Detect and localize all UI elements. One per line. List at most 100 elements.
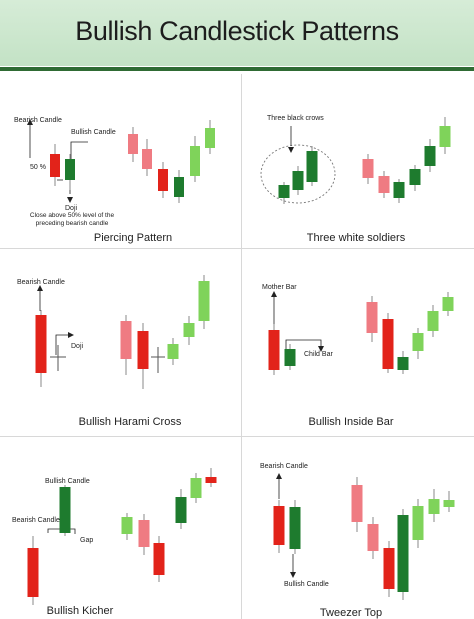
candlestick	[121, 513, 133, 540]
piercing-pattern-caption: Piercing Pattern	[93, 232, 173, 244]
candlestick	[397, 509, 409, 600]
candle-body	[205, 128, 215, 148]
candle-body	[362, 159, 374, 178]
arrow-up-icon	[37, 285, 43, 291]
candlestick	[142, 139, 152, 176]
candle-body	[378, 176, 390, 193]
candle-body	[409, 169, 421, 185]
candlestick	[289, 500, 301, 554]
bullish-candle-label: Bullish Candle	[284, 581, 329, 588]
arrow-down-icon	[290, 572, 296, 578]
bearish-candle-label: Bearish Candle	[17, 279, 65, 286]
candlestick	[383, 541, 395, 597]
candle-body	[289, 507, 301, 549]
bullish-candle-label: Bullish Candle	[45, 478, 90, 485]
candlestick	[393, 179, 405, 203]
highlight-circle	[260, 144, 336, 204]
bullish-kicker-caption: Bullish Kicher	[46, 605, 114, 617]
candle-body	[439, 126, 451, 147]
title-banner	[0, 0, 474, 66]
candle-body	[443, 500, 455, 507]
bullish-kicker-diagram: Bullish Candle Bearish Candle Gap	[12, 468, 217, 605]
candle-body	[393, 182, 405, 198]
candlestick	[190, 136, 200, 182]
candlestick	[284, 344, 296, 370]
candle-body	[397, 357, 409, 370]
candlestick	[175, 489, 187, 529]
candlestick	[306, 146, 318, 186]
candle-body	[167, 344, 179, 359]
candle-body	[351, 485, 363, 522]
bullish-inside-bar-diagram: Mother Bar Child Bar	[262, 284, 454, 375]
candlestick	[158, 162, 168, 198]
arrow-down-icon	[288, 147, 294, 153]
arrow-up-icon	[276, 473, 282, 479]
tweezer-top-diagram: Bearish Candle Bullish Candle	[260, 463, 455, 600]
candle-body	[428, 499, 440, 514]
candle-body	[65, 159, 75, 180]
candle-body	[35, 315, 47, 373]
arrow-up-icon	[27, 119, 33, 125]
candle-body	[190, 146, 200, 176]
candle-body	[366, 302, 378, 333]
candlestick	[409, 165, 421, 191]
candlestick	[351, 477, 363, 532]
candlestick	[120, 315, 132, 375]
candlestick	[443, 491, 455, 512]
rule-note-line-2: preceding bearish candle	[36, 220, 109, 227]
panel-bullish-inside-bar: Mother Bar Child Bar Bullish Inside Bar	[241, 249, 474, 436]
arrow-down-icon	[67, 197, 73, 203]
candlestick	[292, 166, 304, 195]
candle-body	[306, 151, 318, 182]
candle-body	[427, 311, 439, 331]
arrow-up-icon	[271, 291, 277, 297]
candle-body	[273, 506, 285, 545]
candle-body	[190, 478, 202, 498]
arrow-down-icon	[318, 346, 324, 352]
candlestick	[424, 139, 436, 172]
candlestick	[183, 316, 195, 345]
candlestick	[442, 292, 454, 316]
candle-body	[383, 548, 395, 589]
candlestick	[278, 182, 290, 204]
panel-piercing-pattern: Bearish Candle Bullish Candle 50 % Doji …	[0, 74, 241, 248]
candle-body	[412, 506, 424, 540]
bullish-harami-cross-diagram: Bearish Candle Doji	[17, 275, 210, 389]
candle-body	[284, 349, 296, 366]
candlestick	[27, 536, 39, 605]
candle-body	[278, 185, 290, 198]
candlestick	[138, 514, 150, 555]
doji-label: Doji	[71, 343, 84, 350]
bullish-harami-cross-caption: Bullish Harami Cross	[78, 416, 182, 428]
candle-body	[120, 321, 132, 359]
candle-body	[137, 331, 149, 369]
candle-body	[268, 330, 280, 370]
candlestick	[59, 485, 71, 536]
candle-body	[158, 169, 168, 191]
candle-body	[175, 497, 187, 523]
panel-three-white-soldiers: Three black crows Three white soldiers	[241, 74, 474, 248]
candle-body	[59, 487, 71, 533]
piercing-pattern-diagram: Bearish Candle Bullish Candle 50 % Doji …	[14, 117, 215, 227]
candlestick	[167, 338, 179, 365]
bearish-candle-label: Bearish Candle	[260, 463, 308, 470]
panel-bullish-kicker: Bullish Candle Bearish Candle Gap Bullis…	[0, 437, 241, 619]
candlestick	[35, 310, 47, 387]
candle-body	[412, 333, 424, 351]
candlestick	[50, 144, 60, 186]
child-bar-label: Child Bar	[304, 351, 333, 358]
candlestick	[268, 324, 280, 375]
candle-body	[205, 477, 217, 483]
tweezer-top-caption: Tweezer Top	[319, 607, 383, 619]
candlestick	[205, 120, 215, 154]
arrow-right-icon	[68, 332, 74, 338]
candle-body	[382, 319, 394, 369]
candle-body	[397, 515, 409, 592]
rule-note-line-1: Close above 50% level of the	[30, 212, 115, 219]
mother-bar-label: Mother Bar	[262, 284, 297, 291]
candle-body	[121, 517, 133, 534]
candlestick	[362, 154, 374, 184]
candlestick	[397, 351, 409, 374]
candle-body	[442, 297, 454, 311]
bearish-candle-label: Bearish Candle	[12, 517, 60, 524]
